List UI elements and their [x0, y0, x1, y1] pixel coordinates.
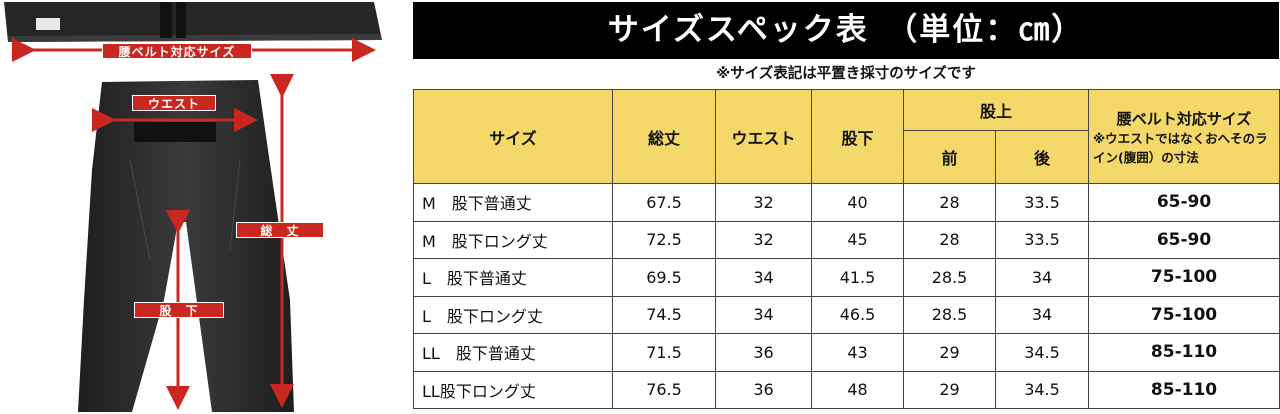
cell-front: 29 — [903, 333, 996, 372]
inseam-label: 股 下 — [134, 302, 224, 318]
cell-size: LL 股下普通丈 — [413, 333, 613, 372]
cell-back: 33.5 — [994, 220, 1090, 259]
cell-size: L 股下普通丈 — [413, 258, 613, 297]
col-header-size: サイズ — [413, 89, 613, 184]
cell-belt: 85-110 — [1088, 370, 1280, 409]
col-header-rise: 股上 — [902, 89, 1090, 131]
table-row: LL股下ロング丈 76.5 36 48 29 34.5 85-110 — [413, 370, 1280, 409]
cell-total: 74.5 — [612, 295, 716, 334]
col-header-belt: 腰ベルト対応サイズ ※ウエストではなくおへそのライン(腹囲）の寸法 — [1088, 89, 1280, 184]
cell-inseam: 45 — [811, 220, 904, 259]
cell-total: 67.5 — [612, 183, 716, 222]
cell-belt: 85-110 — [1088, 333, 1280, 372]
waist-belt-image — [4, 2, 382, 42]
size-spec-table: サイズ 総丈 ウエスト 股下 股上 腰ベルト対応サイズ ※ウエストではなくおへそ… — [413, 89, 1280, 409]
table-row: LL 股下普通丈 71.5 36 43 29 34.5 85-110 — [413, 333, 1280, 372]
cell-back: 34 — [994, 295, 1090, 334]
cell-front: 28.5 — [903, 258, 996, 297]
belt-header-note: ※ウエストではなくおへそのライン(腹囲）の寸法 — [1093, 131, 1268, 165]
page-title: サイズスペック表 （単位：㎝） — [413, 2, 1279, 59]
cell-waist: 32 — [715, 183, 812, 222]
table-body: M 股下普通丈 67.5 32 40 28 33.5 65-90 M 股下ロング丈 72.5 32… — [413, 183, 1280, 409]
cell-inseam: 40 — [811, 183, 904, 222]
cell-total: 71.5 — [612, 333, 716, 372]
cell-inseam: 43 — [811, 333, 904, 372]
subheader-row: 前 後 — [414, 130, 1280, 184]
total-length-label: 総 丈 — [236, 222, 324, 238]
cell-inseam: 46.5 — [811, 295, 904, 334]
cell-size: M 股下普通丈 — [413, 183, 613, 222]
header-row: サイズ 総丈 ウエスト 股下 股上 腰ベルト対応サイズ ※ウエストではなくおへそ… — [413, 89, 1280, 184]
pants-image — [78, 80, 294, 412]
table-row: M 股下普通丈 67.5 32 40 28 33.5 65-90 — [413, 183, 1280, 222]
waist-label: ウエスト — [132, 95, 216, 111]
table-row: L 股下普通丈 69.5 34 41.5 28.5 34 75-100 — [413, 258, 1280, 297]
cell-belt: 65-90 — [1088, 220, 1280, 259]
cell-back: 33.5 — [994, 183, 1090, 222]
cell-total: 72.5 — [612, 220, 716, 259]
cell-size: LL股下ロング丈 — [413, 370, 613, 409]
col-header-total-length: 総丈 — [612, 89, 716, 184]
table-row: L 股下ロング丈 74.5 34 46.5 28.5 34 75-100 — [413, 295, 1280, 334]
cell-back: 34.5 — [994, 370, 1090, 409]
col-header-waist: ウエスト — [715, 89, 812, 184]
col-header-rise-front: 前 — [903, 130, 996, 184]
cell-back: 34.5 — [994, 333, 1090, 372]
table-row: M 股下ロング丈 72.5 32 45 28 33.5 65-90 — [413, 220, 1280, 259]
cell-waist: 34 — [715, 258, 812, 297]
cell-total: 76.5 — [612, 370, 716, 409]
cell-inseam: 41.5 — [811, 258, 904, 297]
inner-waistband — [134, 122, 216, 142]
cell-front: 29 — [903, 370, 996, 409]
cell-front: 28 — [903, 183, 996, 222]
cell-size: M 股下ロング丈 — [413, 220, 613, 259]
cell-inseam: 48 — [811, 370, 904, 409]
cell-belt: 75-100 — [1088, 258, 1280, 297]
cell-size: L 股下ロング丈 — [413, 295, 613, 334]
garment-illustration: 腰ベルト対応サイズ ウエスト 総 丈 股 下 — [0, 0, 410, 414]
cell-belt: 75-100 — [1088, 295, 1280, 334]
col-header-inseam: 股下 — [811, 89, 904, 184]
cell-front: 28.5 — [903, 295, 996, 334]
cell-waist: 32 — [715, 220, 812, 259]
cell-back: 34 — [994, 258, 1090, 297]
cell-waist: 36 — [715, 370, 812, 409]
belt-size-label: 腰ベルト対応サイズ — [102, 43, 252, 59]
cell-front: 28 — [903, 220, 996, 259]
measurement-note: ※サイズ表記は平置き採寸のサイズです — [716, 66, 976, 82]
cell-waist: 36 — [715, 333, 812, 372]
col-header-rise-back: 後 — [994, 130, 1090, 184]
cell-total: 69.5 — [612, 258, 716, 297]
garment-drawing — [4, 2, 382, 412]
belt-header-title: 腰ベルト対応サイズ — [1116, 110, 1252, 128]
cell-belt: 65-90 — [1088, 183, 1280, 222]
cell-waist: 34 — [715, 295, 812, 334]
